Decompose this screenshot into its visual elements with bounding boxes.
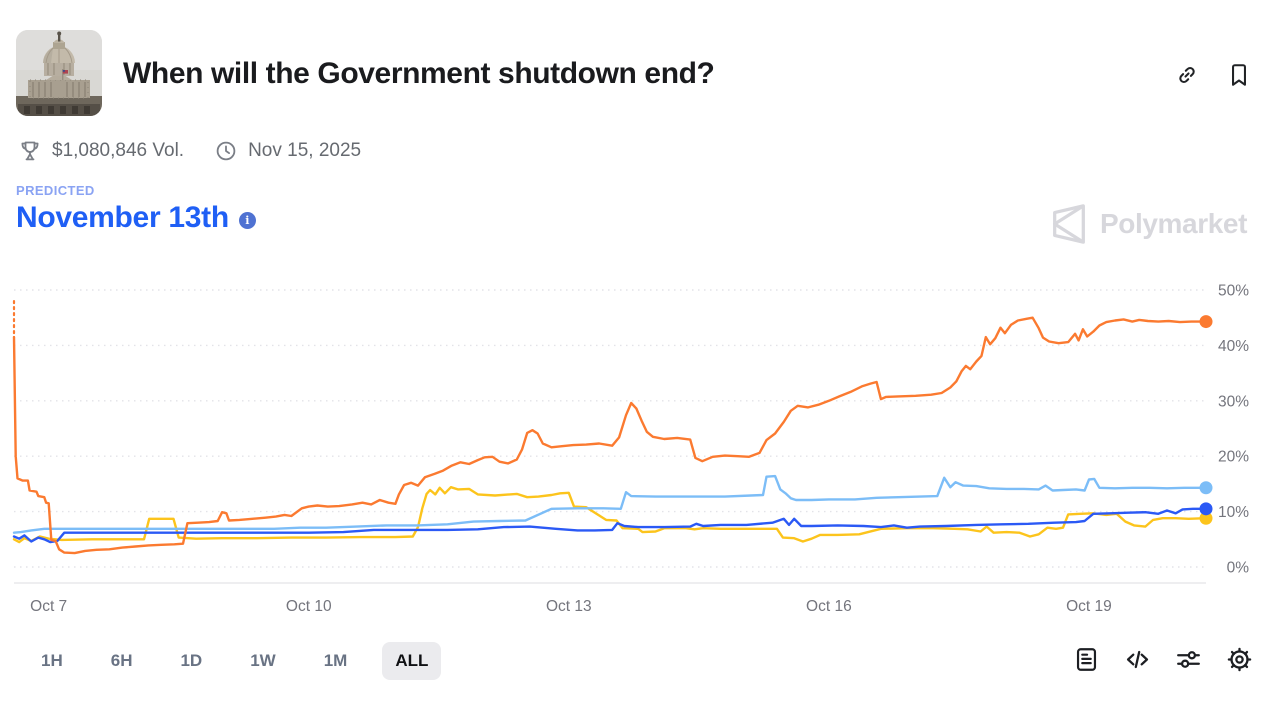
svg-text:20%: 20% <box>1218 449 1249 466</box>
svg-text:Oct 13: Oct 13 <box>546 598 592 615</box>
clock-icon <box>214 139 238 163</box>
chart-settings-sliders-icon[interactable] <box>1174 645 1203 674</box>
svg-text:Oct 7: Oct 7 <box>30 598 67 615</box>
end-date-text: Nov 15, 2025 <box>248 140 362 161</box>
prediction-block: PREDICTED November 13th i <box>16 183 256 235</box>
timeframe-1w[interactable]: 1W <box>250 651 276 670</box>
timeframe-1m[interactable]: 1M <box>323 651 348 670</box>
timeframe-1h[interactable]: 1H <box>41 651 63 670</box>
bookmark-icon[interactable] <box>1226 62 1252 88</box>
svg-text:30%: 30% <box>1218 393 1249 410</box>
info-icon[interactable]: i <box>238 211 256 229</box>
market-title: When will the Government shutdown end? <box>123 57 715 90</box>
copy-link-icon[interactable] <box>1174 62 1200 88</box>
svg-text:10%: 10% <box>1218 504 1249 521</box>
gear-icon[interactable] <box>1225 645 1254 674</box>
predicted-label: PREDICTED <box>16 183 95 198</box>
trophy-icon <box>18 139 42 163</box>
chart-tools <box>1072 645 1254 674</box>
capitol-building-image <box>16 30 102 116</box>
market-meta: $1,080,846 Vol. Nov 15, 2025 <box>18 139 361 163</box>
timeframe-selector: 1H 6H 1D 1W 1M ALL <box>28 642 442 680</box>
volume-text: $1,080,846 Vol. <box>52 140 185 161</box>
timeframe-1d[interactable]: 1D <box>180 651 203 670</box>
svg-text:40%: 40% <box>1218 338 1249 355</box>
price-chart[interactable]: 0% 10% 20% 30% 40% 50% Oct 7 Oct 10 Oct 13 Oct 16… <box>0 270 1280 620</box>
predicted-value: November 13th <box>16 201 229 234</box>
polymarket-watermark: Polymarket <box>1049 203 1247 245</box>
svg-text:0%: 0% <box>1227 560 1250 577</box>
timeframe-6h[interactable]: 6H <box>110 651 133 670</box>
code-embed-icon[interactable] <box>1123 645 1152 674</box>
news-article-icon[interactable] <box>1072 645 1101 674</box>
timeframe-all[interactable]: ALL <box>382 642 442 680</box>
svg-text:Oct 19: Oct 19 <box>1066 598 1112 615</box>
svg-text:50%: 50% <box>1218 283 1249 300</box>
polymarket-wordmark: Polymarket <box>1100 208 1247 239</box>
header-actions <box>1174 62 1252 88</box>
polymarket-logo-icon <box>1053 204 1085 244</box>
market-thumbnail <box>16 30 102 116</box>
svg-text:Oct 10: Oct 10 <box>286 598 332 615</box>
svg-text:Oct 16: Oct 16 <box>806 598 852 615</box>
